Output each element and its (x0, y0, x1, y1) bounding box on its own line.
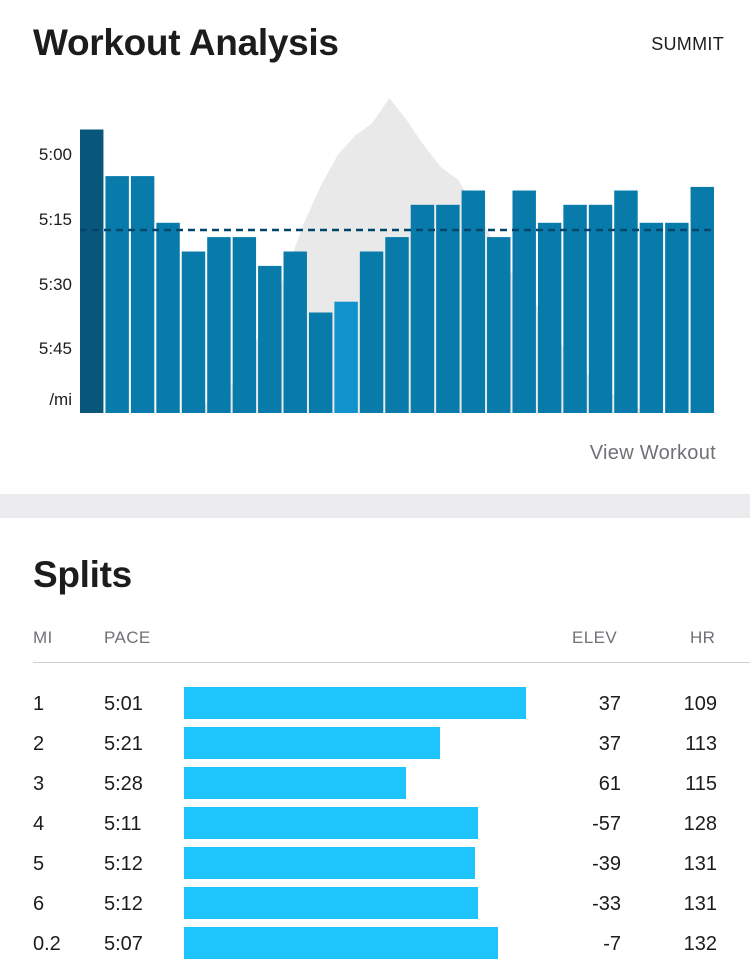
y-axis-label-530: 5:30 (38, 275, 72, 294)
pace-bar[interactable] (639, 222, 664, 413)
split-heart-rate: 128 (683, 813, 717, 835)
pace-bar[interactable] (461, 190, 486, 414)
split-elevation: 61 (598, 773, 621, 795)
split-elevation: 37 (598, 693, 621, 715)
split-heart-rate: 131 (683, 893, 717, 915)
split-mile: 1 (33, 693, 45, 715)
pace-bar[interactable] (588, 204, 613, 413)
pace-bar[interactable] (207, 237, 231, 413)
split-pace: 5:12 (104, 853, 143, 875)
y-axis-label-545: 5:45 (38, 339, 72, 358)
split-mile: 6 (33, 893, 45, 915)
pace-bar[interactable] (614, 190, 638, 414)
splits-header-divider (33, 662, 750, 663)
split-row[interactable]: 6 5:12 -33 131 (0, 887, 750, 927)
split-row[interactable]: 1 5:01 37 109 (0, 687, 750, 727)
split-elevation: -33 (592, 893, 621, 915)
split-row[interactable]: 2 5:21 37 113 (0, 727, 750, 767)
split-mile: 3 (33, 773, 45, 795)
split-pace: 5:12 (104, 893, 143, 915)
split-elevation: -7 (603, 933, 621, 955)
pace-bar[interactable] (308, 312, 333, 414)
pace-bar[interactable] (487, 237, 511, 413)
split-pace: 5:07 (104, 933, 143, 955)
split-row[interactable]: 4 5:11 -57 128 (0, 807, 750, 847)
column-header-elev: ELEV (572, 628, 618, 647)
summit-button[interactable]: SUMMIT (651, 34, 724, 54)
split-row[interactable]: 0.2 5:07 -7 132 (0, 927, 750, 967)
pace-bar[interactable] (563, 204, 587, 413)
page-title: Workout Analysis (33, 22, 339, 63)
y-axis-label-500: 5:00 (38, 145, 72, 164)
split-mile: 4 (33, 813, 45, 835)
split-heart-rate: 132 (683, 933, 717, 955)
workout-analysis-section: Workout Analysis SUMMIT 5:00 5:15 5:30 5… (33, 22, 724, 464)
split-pace-bar (184, 807, 479, 839)
y-axis-label-515: 5:15 (38, 210, 72, 229)
pace-bar-chart[interactable] (80, 90, 716, 413)
split-row[interactable]: 5 5:12 -39 131 (0, 847, 750, 887)
pace-bar[interactable] (334, 301, 358, 413)
split-pace-bar (184, 687, 526, 719)
split-heart-rate: 113 (685, 733, 717, 755)
split-elevation: 37 (598, 733, 621, 755)
split-mile: 0.2 (33, 933, 61, 955)
split-row[interactable]: 3 5:28 61 115 (0, 767, 750, 807)
split-pace: 5:01 (104, 693, 143, 715)
pace-bar[interactable] (156, 222, 180, 413)
y-axis-unit-label: /mi (49, 390, 72, 409)
section-divider (0, 494, 750, 518)
split-heart-rate: 109 (683, 693, 717, 715)
split-elevation: -39 (592, 853, 621, 875)
pace-bar[interactable] (130, 176, 155, 413)
pace-bar[interactable] (80, 129, 104, 414)
pace-bar[interactable] (410, 204, 435, 413)
pace-bar[interactable] (283, 251, 307, 414)
splits-title: Splits (33, 554, 132, 595)
pace-bar[interactable] (512, 190, 536, 414)
pace-bar[interactable] (436, 204, 460, 413)
split-pace: 5:11 (104, 813, 142, 835)
split-mile: 2 (33, 733, 45, 755)
pace-bar[interactable] (359, 251, 384, 414)
pace-bar[interactable] (385, 237, 409, 413)
pace-bar[interactable] (181, 251, 206, 414)
split-elevation: -57 (592, 813, 621, 835)
split-pace-bar (184, 927, 498, 959)
split-pace: 5:28 (104, 773, 143, 795)
split-pace-bar (184, 887, 479, 919)
pace-bar[interactable] (258, 265, 282, 413)
split-pace-bar (184, 727, 441, 759)
pace-bar[interactable] (232, 237, 257, 413)
split-pace: 5:21 (104, 733, 143, 755)
view-workout-button[interactable]: View Workout (589, 442, 716, 464)
split-heart-rate: 115 (685, 773, 717, 795)
pace-bar[interactable] (665, 222, 689, 413)
split-pace-bar (184, 847, 475, 879)
split-mile: 5 (33, 853, 45, 875)
pace-bar[interactable] (537, 222, 562, 413)
pace-bar[interactable] (105, 176, 129, 413)
split-heart-rate: 131 (683, 853, 717, 875)
column-header-pace: PACE (104, 628, 151, 647)
column-header-mi: MI (33, 628, 53, 647)
column-header-hr: HR (690, 628, 716, 647)
split-pace-bar (184, 767, 406, 799)
pace-bar[interactable] (690, 186, 714, 413)
